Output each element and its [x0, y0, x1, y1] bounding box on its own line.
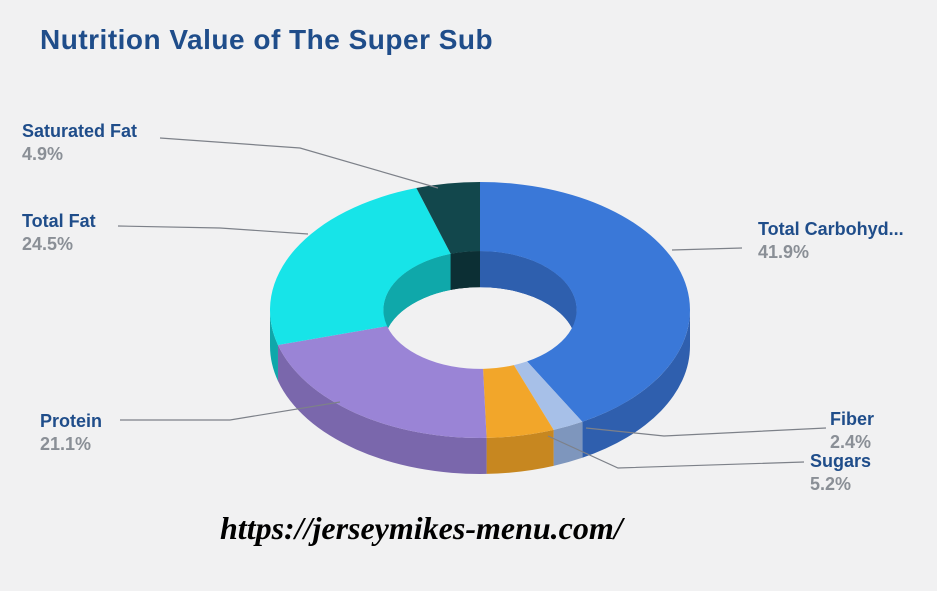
slice-label: Fiber — [830, 408, 874, 431]
donut-chart-svg — [0, 0, 937, 586]
slice-pct: 21.1% — [40, 433, 102, 456]
slice-label: Sugars — [810, 450, 871, 473]
slice-callout: Total Carbohyd...41.9% — [758, 218, 904, 263]
slice-inner-side — [451, 251, 480, 290]
slice-label: Total Fat — [22, 210, 96, 233]
slice-callout: Saturated Fat4.9% — [22, 120, 137, 165]
slice-top — [278, 326, 487, 438]
watermark-text: https://jerseymikes-menu.com/ — [220, 510, 623, 547]
slice-pct: 4.9% — [22, 143, 137, 166]
slice-pct: 41.9% — [758, 241, 904, 264]
donut-chart-container: Nutrition Value of The Super Sub Total C… — [0, 0, 937, 586]
leader-line — [118, 226, 308, 234]
slice-callout: Protein21.1% — [40, 410, 102, 455]
slice-label: Saturated Fat — [22, 120, 137, 143]
slice-pct: 5.2% — [810, 473, 871, 496]
slice-label: Total Carbohyd... — [758, 218, 904, 241]
slice-callout: Total Fat24.5% — [22, 210, 96, 255]
leader-line — [672, 248, 742, 250]
leader-line — [160, 138, 438, 188]
slice-label: Protein — [40, 410, 102, 433]
slice-callout: Fiber2.4% — [830, 408, 874, 453]
slice-callout: Sugars5.2% — [810, 450, 871, 495]
slice-pct: 24.5% — [22, 233, 96, 256]
chart-title: Nutrition Value of The Super Sub — [40, 24, 493, 56]
